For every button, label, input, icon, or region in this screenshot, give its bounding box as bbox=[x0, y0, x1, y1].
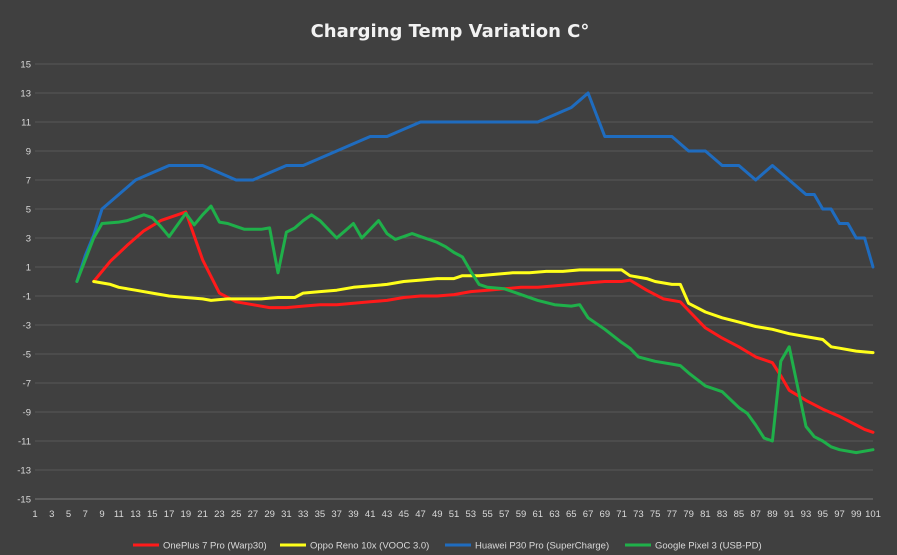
y-tick-label: 13 bbox=[20, 89, 31, 100]
legend-label-huawei: Huawei P30 Pro (SuperCharge) bbox=[475, 541, 609, 552]
y-tick-label: 9 bbox=[26, 147, 31, 158]
x-tick-label: 29 bbox=[264, 509, 275, 520]
y-tick-label: -3 bbox=[23, 321, 31, 332]
x-tick-label: 67 bbox=[583, 509, 594, 520]
x-tick-label: 85 bbox=[734, 509, 745, 520]
x-tick-label: 41 bbox=[365, 509, 376, 520]
x-tick-label: 1 bbox=[32, 509, 37, 520]
chart-title: Charging Temp Variation C° bbox=[311, 21, 590, 42]
y-tick-label: -13 bbox=[17, 466, 31, 477]
x-tick-label: 95 bbox=[817, 509, 828, 520]
x-tick-label: 83 bbox=[717, 509, 728, 520]
y-tick-label: 15 bbox=[20, 60, 31, 71]
x-tick-label: 61 bbox=[533, 509, 544, 520]
x-tick-label: 59 bbox=[516, 509, 527, 520]
x-tick-label: 23 bbox=[214, 509, 225, 520]
x-tick-label: 25 bbox=[231, 509, 242, 520]
x-tick-label: 53 bbox=[465, 509, 476, 520]
x-tick-label: 99 bbox=[851, 509, 862, 520]
x-tick-label: 3 bbox=[49, 509, 54, 520]
x-tick-label: 39 bbox=[348, 509, 359, 520]
x-tick-label: 79 bbox=[683, 509, 694, 520]
x-tick-label: 19 bbox=[181, 509, 192, 520]
y-tick-label: -1 bbox=[23, 292, 31, 303]
x-tick-label: 49 bbox=[432, 509, 443, 520]
x-tick-label: 75 bbox=[650, 509, 661, 520]
series-line-oppo bbox=[92, 268, 875, 355]
legend: OnePlus 7 Pro (Warp30) Oppo Reno 10x (VOO… bbox=[133, 541, 762, 552]
y-tick-label: -15 bbox=[17, 495, 31, 506]
y-tick-label: -7 bbox=[23, 379, 31, 390]
series-lines bbox=[75, 91, 875, 455]
x-tick-label: 47 bbox=[415, 509, 426, 520]
x-tick-label: 5 bbox=[66, 509, 71, 520]
x-tick-label: 13 bbox=[130, 509, 141, 520]
x-tick-label: 7 bbox=[83, 509, 88, 520]
x-tick-label: 87 bbox=[750, 509, 761, 520]
x-tick-label: 77 bbox=[667, 509, 678, 520]
y-tick-label: -9 bbox=[23, 408, 31, 419]
x-tick-label: 101 bbox=[865, 509, 881, 520]
x-tick-label: 65 bbox=[566, 509, 577, 520]
x-tick-label: 37 bbox=[331, 509, 342, 520]
series-line-huawei bbox=[75, 91, 875, 283]
legend-label-oneplus: OnePlus 7 Pro (Warp30) bbox=[163, 541, 267, 552]
x-tick-label: 21 bbox=[197, 509, 208, 520]
x-tick-label: 31 bbox=[281, 509, 292, 520]
y-axis: 15 13 11 9 7 5 3 1 -1 -3 -5 -7 -9 -11 -13 -15 bbox=[17, 60, 31, 506]
x-tick-label: 89 bbox=[767, 509, 778, 520]
x-tick-label: 57 bbox=[499, 509, 510, 520]
y-tick-label: 1 bbox=[26, 263, 31, 274]
x-tick-label: 11 bbox=[114, 509, 124, 520]
y-tick-label: 11 bbox=[21, 118, 31, 129]
x-tick-label: 55 bbox=[482, 509, 493, 520]
x-tick-label: 51 bbox=[449, 509, 460, 520]
x-tick-label: 15 bbox=[147, 509, 158, 520]
x-tick-label: 27 bbox=[248, 509, 259, 520]
x-tick-label: 97 bbox=[834, 509, 845, 520]
x-tick-label: 9 bbox=[99, 509, 104, 520]
series-line-oneplus bbox=[92, 210, 875, 434]
x-tick-label: 45 bbox=[398, 509, 409, 520]
x-tick-label: 71 bbox=[616, 509, 627, 520]
series-line-pixel bbox=[75, 204, 875, 455]
x-tick-label: 17 bbox=[164, 509, 175, 520]
x-tick-label: 33 bbox=[298, 509, 309, 520]
x-tick-label: 93 bbox=[801, 509, 812, 520]
x-tick-label: 81 bbox=[700, 509, 711, 520]
x-tick-label: 63 bbox=[549, 509, 560, 520]
y-tick-label: -5 bbox=[23, 350, 31, 361]
y-tick-label: 5 bbox=[26, 205, 31, 216]
legend-label-pixel: Google Pixel 3 (USB-PD) bbox=[655, 541, 762, 552]
x-tick-label: 91 bbox=[784, 509, 795, 520]
x-tick-label: 35 bbox=[315, 509, 326, 520]
x-tick-label: 43 bbox=[382, 509, 393, 520]
grid-lines bbox=[35, 63, 873, 500]
x-tick-label: 73 bbox=[633, 509, 644, 520]
y-tick-label: -11 bbox=[18, 437, 31, 448]
x-tick-label: 69 bbox=[600, 509, 611, 520]
y-tick-label: 7 bbox=[26, 176, 31, 187]
x-axis: 1 3 5 7 9 11 13 15 17 19 21 23 25 27 29 31 33 35 37 39 41 43 4… bbox=[32, 509, 881, 520]
legend-label-oppo: Oppo Reno 10x (VOOC 3.0) bbox=[310, 541, 429, 552]
y-tick-label: 3 bbox=[26, 234, 31, 245]
